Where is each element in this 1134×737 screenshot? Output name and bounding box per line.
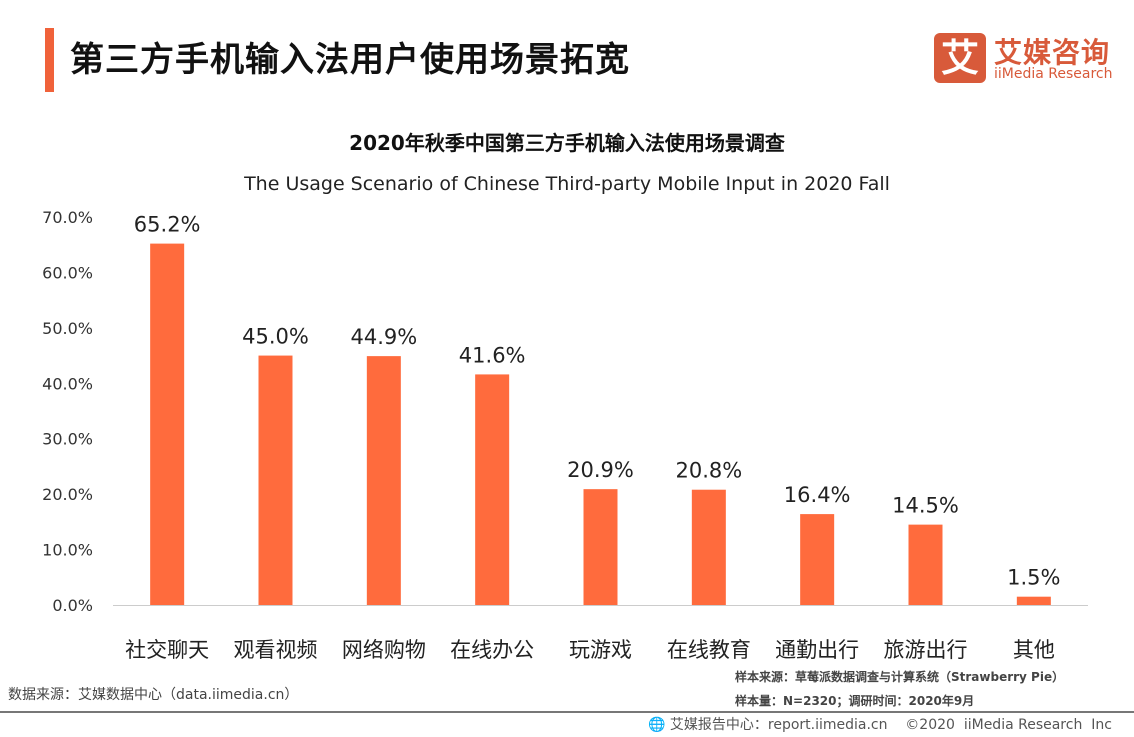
globe-icon: 🌐 (648, 717, 666, 733)
data-label: 65.2% (134, 213, 201, 237)
x-tick-label: 观看视频 (234, 638, 318, 662)
y-tick-label: 30.0% (42, 430, 93, 449)
data-label: 45.0% (242, 325, 309, 349)
bar (908, 524, 943, 605)
footer-divider (0, 711, 1134, 713)
y-tick-label: 60.0% (42, 263, 93, 282)
sample-size: 样本量：N=2320；调研时间：2020年9月 (735, 694, 975, 708)
logo-text-cn: 艾媒咨询 (994, 36, 1111, 69)
y-tick-label: 50.0% (42, 319, 93, 338)
footer-report: 🌐 艾媒报告中心：report.iimedia.cn ©2020 iiMedia… (648, 714, 1112, 734)
x-tick-label: 在线办公 (450, 638, 534, 662)
data-source: 数据来源：艾媒数据中心（data.iimedia.cn） (8, 687, 299, 703)
x-tick-label: 在线教育 (667, 638, 751, 662)
data-label: 20.9% (567, 458, 634, 482)
data-label: 14.5% (892, 494, 959, 518)
data-label: 44.9% (350, 325, 417, 349)
x-tick-label: 网络购物 (342, 638, 426, 662)
bar (800, 514, 835, 605)
logo-icon: 艾 (934, 33, 986, 83)
x-tick-label: 其他 (1013, 638, 1055, 662)
x-tick-label: 通勤出行 (775, 638, 859, 662)
bar (366, 356, 401, 605)
bar (258, 355, 293, 605)
bar (583, 489, 618, 605)
data-label: 20.8% (675, 459, 742, 483)
page-title: 第三方手机输入法用户使用场景拓宽 (70, 40, 630, 80)
y-tick-label: 0.0% (52, 596, 93, 615)
logo-text-en: iiMedia Research (994, 66, 1113, 82)
x-tick-label: 玩游戏 (569, 638, 632, 662)
x-tick-label: 旅游出行 (884, 638, 968, 662)
x-tick-label: 社交聊天 (125, 638, 209, 662)
bar (691, 489, 726, 605)
y-tick-label: 40.0% (42, 374, 93, 393)
data-label: 41.6% (459, 343, 526, 367)
bar (1016, 596, 1051, 605)
data-label: 1.5% (1007, 566, 1060, 590)
data-label: 16.4% (784, 483, 851, 507)
bar (150, 243, 185, 605)
chart-subtitle: The Usage Scenario of Chinese Third-part… (244, 173, 890, 195)
sample-source: 样本来源：草莓派数据调查与计算系统（Strawberry Pie） (735, 670, 1065, 684)
title-accent-bar (45, 28, 54, 92)
chart-title: 2020年秋季中国第三方手机输入法使用场景调查 (349, 131, 785, 155)
footer-report-text: 艾媒报告中心：report.iimedia.cn ©2020 iiMedia R… (669, 717, 1112, 733)
bar (475, 374, 510, 605)
y-tick-label: 20.0% (42, 485, 93, 504)
y-tick-label: 10.0% (42, 541, 93, 560)
y-tick-label: 70.0% (42, 208, 93, 227)
